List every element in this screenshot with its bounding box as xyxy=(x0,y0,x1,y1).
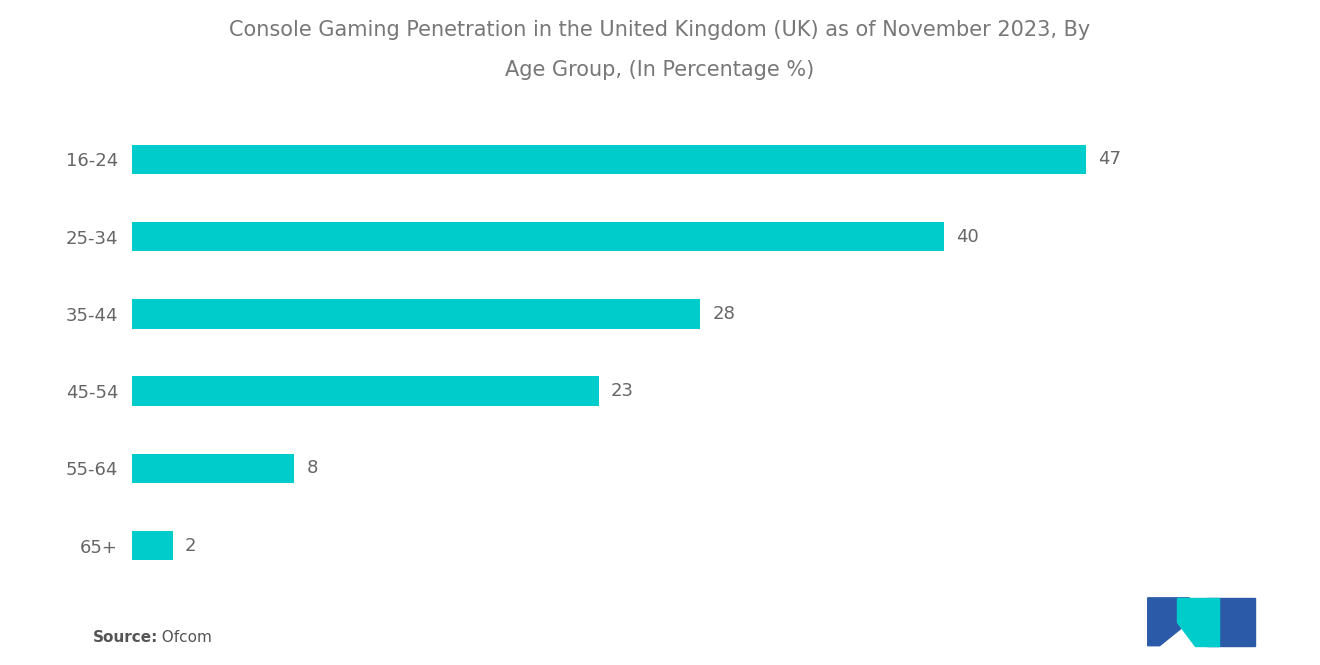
Bar xyxy=(132,145,1085,174)
Text: Ofcom: Ofcom xyxy=(152,630,211,645)
Text: Age Group, (In Percentage %): Age Group, (In Percentage %) xyxy=(506,60,814,80)
Polygon shape xyxy=(1148,598,1189,646)
Text: Console Gaming Penetration in the United Kingdom (UK) as of November 2023, By: Console Gaming Penetration in the United… xyxy=(230,20,1090,40)
Text: 8: 8 xyxy=(306,460,318,477)
Bar xyxy=(132,531,173,560)
Text: 40: 40 xyxy=(956,227,978,245)
Bar xyxy=(132,299,700,329)
Text: 28: 28 xyxy=(713,305,735,323)
Polygon shape xyxy=(1206,598,1254,646)
Text: 2: 2 xyxy=(185,537,197,555)
Bar xyxy=(132,222,944,251)
Text: Source:: Source: xyxy=(92,630,158,645)
Text: 47: 47 xyxy=(1098,150,1121,168)
Bar xyxy=(132,376,599,406)
Text: 23: 23 xyxy=(611,382,634,400)
Polygon shape xyxy=(1177,598,1220,646)
Bar xyxy=(132,454,294,483)
